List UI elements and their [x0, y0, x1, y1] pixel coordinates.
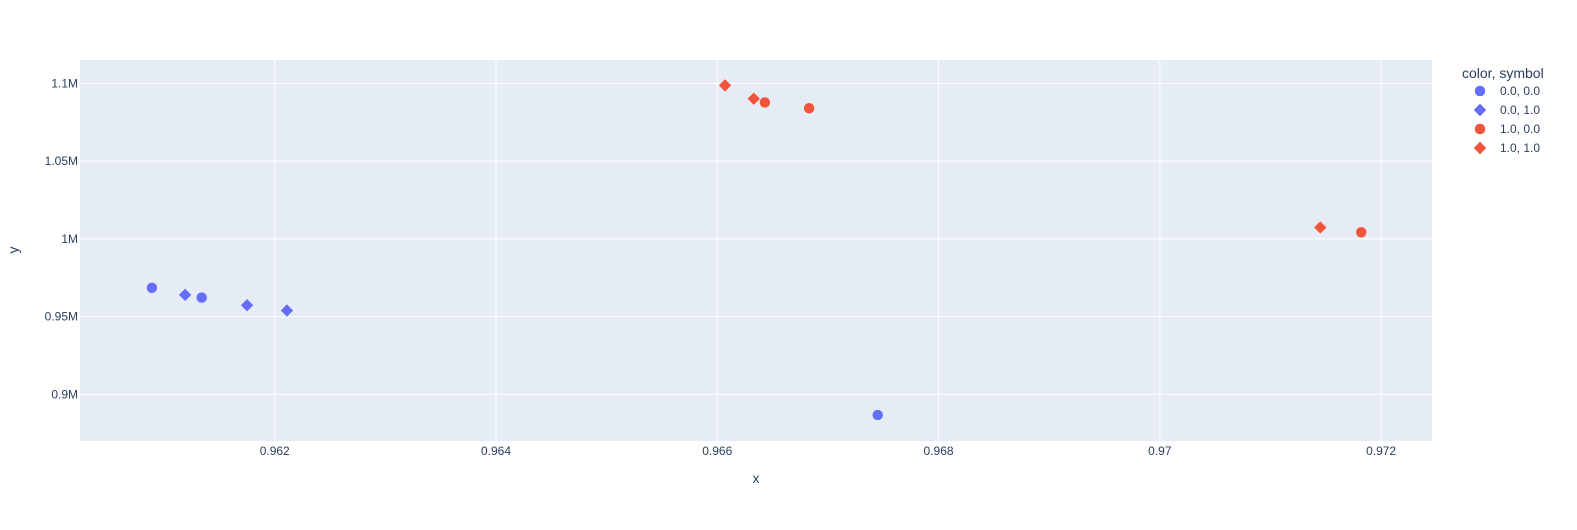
y-tick-label: 1M — [61, 232, 78, 246]
circle-marker — [871, 409, 884, 421]
legend-label: 0.0, 1.0 — [1500, 103, 1540, 117]
diamond-marker — [178, 287, 192, 302]
y-tick-label: 0.9M — [51, 387, 78, 401]
y-tick-label: 1.1M — [51, 76, 78, 90]
legend-marker-diamond-icon — [1473, 103, 1487, 117]
y-tick-label: 1.05M — [45, 154, 78, 168]
circle-marker — [759, 96, 771, 109]
legend-marker-circle-icon — [1474, 85, 1486, 97]
circle-marker — [1355, 226, 1367, 239]
x-tick-label: 0.968 — [924, 444, 954, 458]
y-tick-labels: 0.9M 0.95M 1M 1.05M 1.1M — [45, 76, 78, 401]
x-tick-label: 0.972 — [1366, 444, 1396, 458]
circle-marker — [146, 282, 158, 294]
legend-marker-circle-icon — [1474, 123, 1486, 135]
diamond-marker — [240, 298, 254, 313]
x-tick-label: 0.964 — [481, 444, 511, 458]
legend-label: 1.0, 0.0 — [1500, 122, 1540, 136]
diamond-marker — [280, 303, 294, 318]
diamond-marker — [718, 78, 732, 93]
diamond-marker — [1313, 220, 1328, 235]
legend: color, symbol 0.0, 0.0 0.0, 1.0 1.0, 0.0 1.… — [1462, 65, 1544, 155]
legend-marker-diamond-icon — [1473, 141, 1487, 155]
data-points — [146, 78, 1367, 421]
y-axis-title: y — [5, 247, 21, 254]
legend-items: 0.0, 0.0 0.0, 1.0 1.0, 0.0 1.0, 1.0 — [1473, 84, 1540, 155]
x-tick-labels: 0.962 0.964 0.966 0.968 0.97 0.972 — [260, 444, 1397, 458]
legend-label: 0.0, 0.0 — [1500, 84, 1540, 98]
legend-title: color, symbol — [1462, 65, 1544, 81]
circle-marker — [803, 102, 815, 114]
x-tick-label: 0.97 — [1148, 444, 1172, 458]
x-tick-label: 0.966 — [702, 444, 732, 458]
x-tick-label: 0.962 — [260, 444, 290, 458]
circle-marker — [195, 291, 208, 304]
x-axis-title: x — [753, 470, 760, 486]
grid-lines — [80, 60, 1432, 441]
plot-area — [80, 60, 1432, 441]
legend-label: 1.0, 1.0 — [1500, 141, 1540, 155]
diamond-marker — [746, 91, 761, 106]
y-tick-label: 0.95M — [45, 310, 78, 324]
